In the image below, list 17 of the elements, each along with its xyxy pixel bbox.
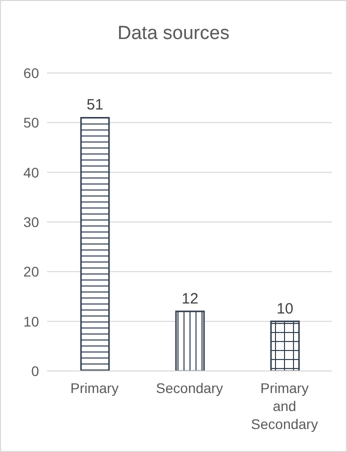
x-tick-label: Primary (70, 380, 119, 396)
data-label: 51 (86, 96, 104, 114)
data-label: 10 (276, 300, 294, 318)
data-label: 12 (182, 290, 198, 308)
y-tick-label: 10 (23, 313, 40, 330)
bar (270, 320, 300, 371)
y-tick-label: 0 (31, 362, 40, 379)
x-tick-label: Primary and Secondary (251, 380, 318, 432)
x-tick-label: Secondary (156, 380, 223, 396)
y-tick-label: 60 (23, 64, 40, 81)
y-tick-label: 50 (23, 114, 40, 131)
bar (80, 116, 110, 371)
y-tick-label: 20 (23, 264, 40, 280)
y-tick-label: 40 (23, 164, 40, 180)
bar (175, 310, 205, 371)
y-tick-label: 30 (23, 214, 40, 230)
chart-title: Data sources (116, 23, 230, 46)
